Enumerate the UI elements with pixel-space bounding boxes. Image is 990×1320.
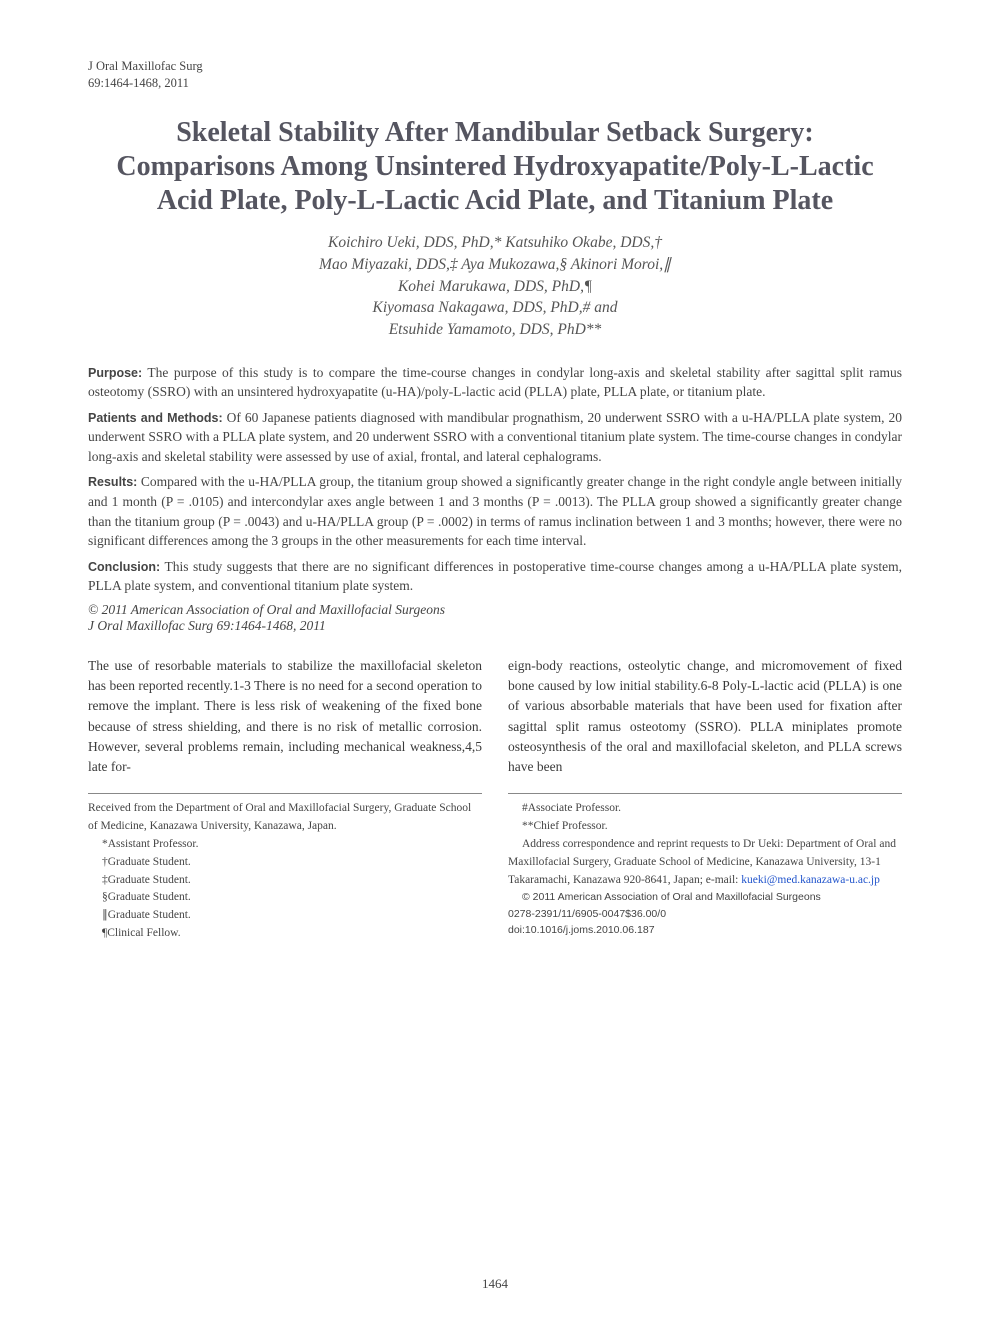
journal-ref: 69:1464-1468, 2011 (88, 75, 902, 92)
abstract-copyright: © 2011 American Association of Oral and … (88, 602, 902, 618)
footnote-role: ‡Graduate Student. (88, 872, 482, 890)
footnote-role: †Graduate Student. (88, 854, 482, 872)
abstract-conclusion: Conclusion: This study suggests that the… (88, 557, 902, 596)
abstract-patients: Patients and Methods: Of 60 Japanese pat… (88, 408, 902, 467)
body-col-left: The use of resorbable materials to stabi… (88, 656, 482, 778)
footnote-role: #Associate Professor. (508, 800, 902, 818)
abstract-results: Results: Compared with the u-HA/PLLA gro… (88, 472, 902, 550)
abstract-purpose: Purpose: The purpose of this study is to… (88, 363, 902, 402)
footnote-address: Address correspondence and reprint reque… (508, 836, 902, 889)
author-line: Koichiro Ueki, DDS, PhD,* Katsuhiko Okab… (88, 232, 902, 254)
footnote-copyright: © 2011 American Association of Oral and … (508, 889, 902, 905)
footnotes-block: Received from the Department of Oral and… (88, 793, 902, 943)
footnote-code: 0278-2391/11/6905-0047$36.00/0 (508, 906, 902, 922)
abstract-text: This study suggests that there are no si… (88, 559, 902, 594)
footnote-doi: doi:10.1016/j.joms.2010.06.187 (508, 922, 902, 938)
body-col-right: eign-body reactions, osteolytic change, … (508, 656, 902, 778)
author-line: Mao Miyazaki, DDS,‡ Aya Mukozawa,§ Akino… (88, 254, 902, 276)
footnote-role: ¶Clinical Fellow. (88, 925, 482, 943)
article-title: Skeletal Stability After Mandibular Setb… (108, 116, 882, 218)
abstract-citation: J Oral Maxillofac Surg 69:1464-1468, 201… (88, 618, 902, 634)
abstract-heading: Purpose: (88, 366, 142, 380)
footnote-email[interactable]: kueki@med.kanazawa-u.ac.jp (741, 874, 880, 886)
footnote-role: **Chief Professor. (508, 818, 902, 836)
abstract-heading: Conclusion: (88, 560, 160, 574)
author-line: Kiyomasa Nakagawa, DDS, PhD,# and (88, 297, 902, 319)
journal-header: J Oral Maxillofac Surg 69:1464-1468, 201… (88, 58, 902, 92)
abstract-text: The purpose of this study is to compare … (88, 365, 902, 400)
footnote-role: §Graduate Student. (88, 889, 482, 907)
journal-name: J Oral Maxillofac Surg (88, 58, 902, 75)
abstract-text: Compared with the u-HA/PLLA group, the t… (88, 474, 902, 548)
abstract-heading: Results: (88, 475, 137, 489)
footnote-role: ∥Graduate Student. (88, 907, 482, 925)
footnotes-left: Received from the Department of Oral and… (88, 793, 482, 943)
abstract-heading: Patients and Methods: (88, 411, 223, 425)
body-columns: The use of resorbable materials to stabi… (88, 656, 902, 778)
page-number: 1464 (0, 1276, 990, 1292)
footnotes-right: #Associate Professor. **Chief Professor.… (508, 793, 902, 943)
footnote-received: Received from the Department of Oral and… (88, 800, 482, 836)
author-line: Etsuhide Yamamoto, DDS, PhD** (88, 319, 902, 341)
authors-block: Koichiro Ueki, DDS, PhD,* Katsuhiko Okab… (88, 232, 902, 340)
footnote-role: *Assistant Professor. (88, 836, 482, 854)
author-line: Kohei Marukawa, DDS, PhD,¶ (88, 276, 902, 298)
